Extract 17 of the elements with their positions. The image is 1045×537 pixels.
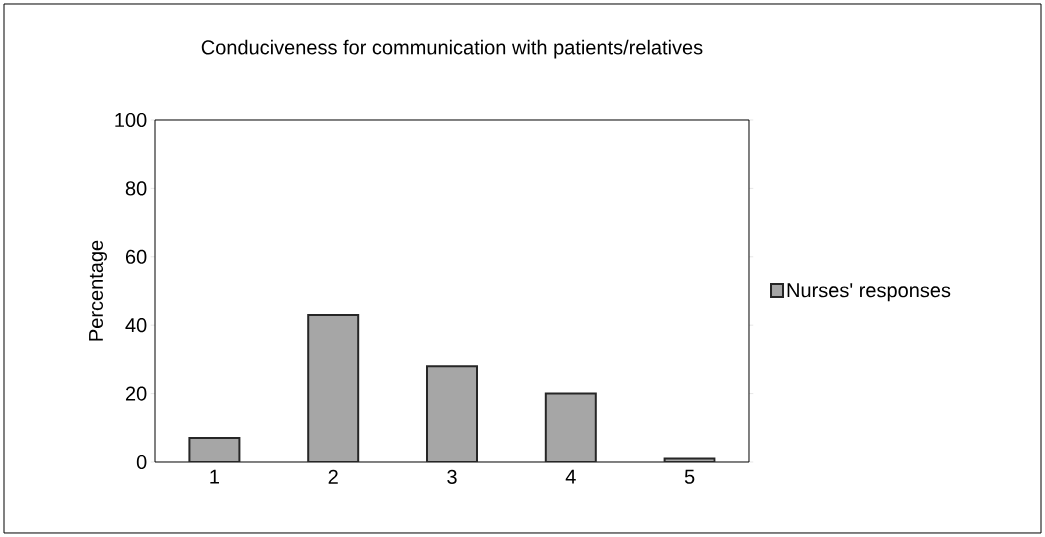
- x-tick-label: 3: [447, 469, 457, 484]
- x-tick-label: 5: [684, 469, 695, 484]
- y-tick-label: 80: [125, 181, 147, 196]
- bar: [307, 313, 360, 462]
- y-tick-label: 0: [136, 454, 147, 470]
- chart-title: Conduciveness for communication with patients/relatives: [201, 39, 703, 59]
- y-tick-label: 60: [125, 249, 147, 264]
- x-tick-label: 4: [565, 469, 576, 484]
- y-tick-label: 100: [115, 112, 147, 128]
- bar: [426, 365, 478, 462]
- y-tick-label: 40: [125, 318, 147, 333]
- y-axis-title: Percentage: [89, 240, 107, 341]
- y-tick-label: 20: [125, 386, 147, 401]
- bar: [544, 392, 597, 462]
- x-tick-label: 1: [210, 469, 219, 484]
- legend-label: Nurses' responses: [787, 283, 951, 302]
- x-tick-label: 2: [328, 469, 338, 484]
